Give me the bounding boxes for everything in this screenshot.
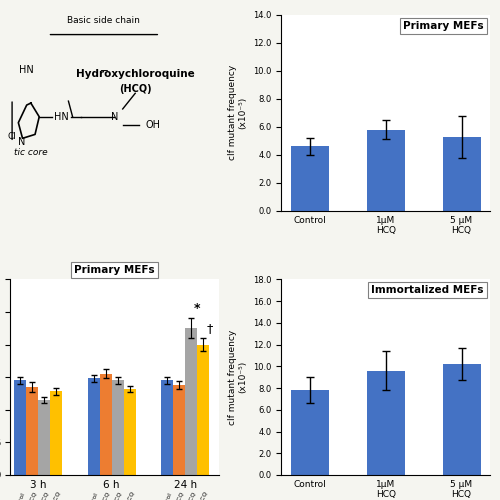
Text: *: * <box>194 302 200 315</box>
Text: 1 μM HCQ: 1 μM HCQ <box>94 492 112 500</box>
Bar <box>366 130 405 210</box>
Text: 1 μM HCQ: 1 μM HCQ <box>20 492 38 500</box>
Bar <box>112 380 124 475</box>
Y-axis label: clf mutant frequency
(x10⁻⁵): clf mutant frequency (x10⁻⁵) <box>228 65 248 160</box>
Y-axis label: clf mutant frequency
(x10⁻⁵): clf mutant frequency (x10⁻⁵) <box>228 330 248 425</box>
Text: Hydroxychloroquine: Hydroxychloroquine <box>76 68 194 78</box>
Bar <box>26 387 38 475</box>
Text: 5 μM HCQ: 5 μM HCQ <box>180 492 198 500</box>
Bar <box>124 389 136 475</box>
Text: Basic side chain: Basic side chain <box>68 16 140 25</box>
Text: 5 μM HCQ: 5 μM HCQ <box>106 492 124 500</box>
Bar <box>38 400 50 475</box>
Text: 1 μM HCQ: 1 μM HCQ <box>168 492 186 500</box>
Bar <box>291 390 329 475</box>
Bar <box>186 328 198 475</box>
Text: HN: HN <box>54 112 68 122</box>
Bar <box>173 385 186 475</box>
Bar <box>291 146 329 210</box>
Text: 25 μM HCQ: 25 μM HCQ <box>116 492 136 500</box>
Text: †: † <box>206 322 212 334</box>
Text: Cl: Cl <box>8 132 16 141</box>
Text: Control: Control <box>159 492 173 500</box>
Bar <box>14 380 26 475</box>
Bar <box>198 344 209 475</box>
Text: Control: Control <box>86 492 100 500</box>
Bar <box>366 370 405 475</box>
Bar <box>442 136 480 210</box>
Bar <box>442 364 480 475</box>
Bar <box>100 374 112 475</box>
Text: HN: HN <box>20 65 34 75</box>
Text: (HCQ): (HCQ) <box>119 84 152 94</box>
Text: 25 μM HCQ: 25 μM HCQ <box>42 492 62 500</box>
Text: Control: Control <box>12 492 26 500</box>
Bar <box>88 378 100 475</box>
Text: 25 μM HCQ: 25 μM HCQ <box>190 492 210 500</box>
Text: N: N <box>18 137 25 147</box>
Text: Primary MEFs: Primary MEFs <box>403 21 483 31</box>
Text: Primary MEFs: Primary MEFs <box>74 266 154 276</box>
Text: tic core: tic core <box>14 148 48 156</box>
Text: OH: OH <box>146 120 160 130</box>
Bar <box>161 380 173 475</box>
Text: Immortalized MEFs: Immortalized MEFs <box>371 285 484 295</box>
Text: 5 μM HCQ: 5 μM HCQ <box>32 492 50 500</box>
Text: N: N <box>110 112 118 122</box>
Text: ─: ─ <box>100 65 107 75</box>
Bar <box>50 392 62 475</box>
